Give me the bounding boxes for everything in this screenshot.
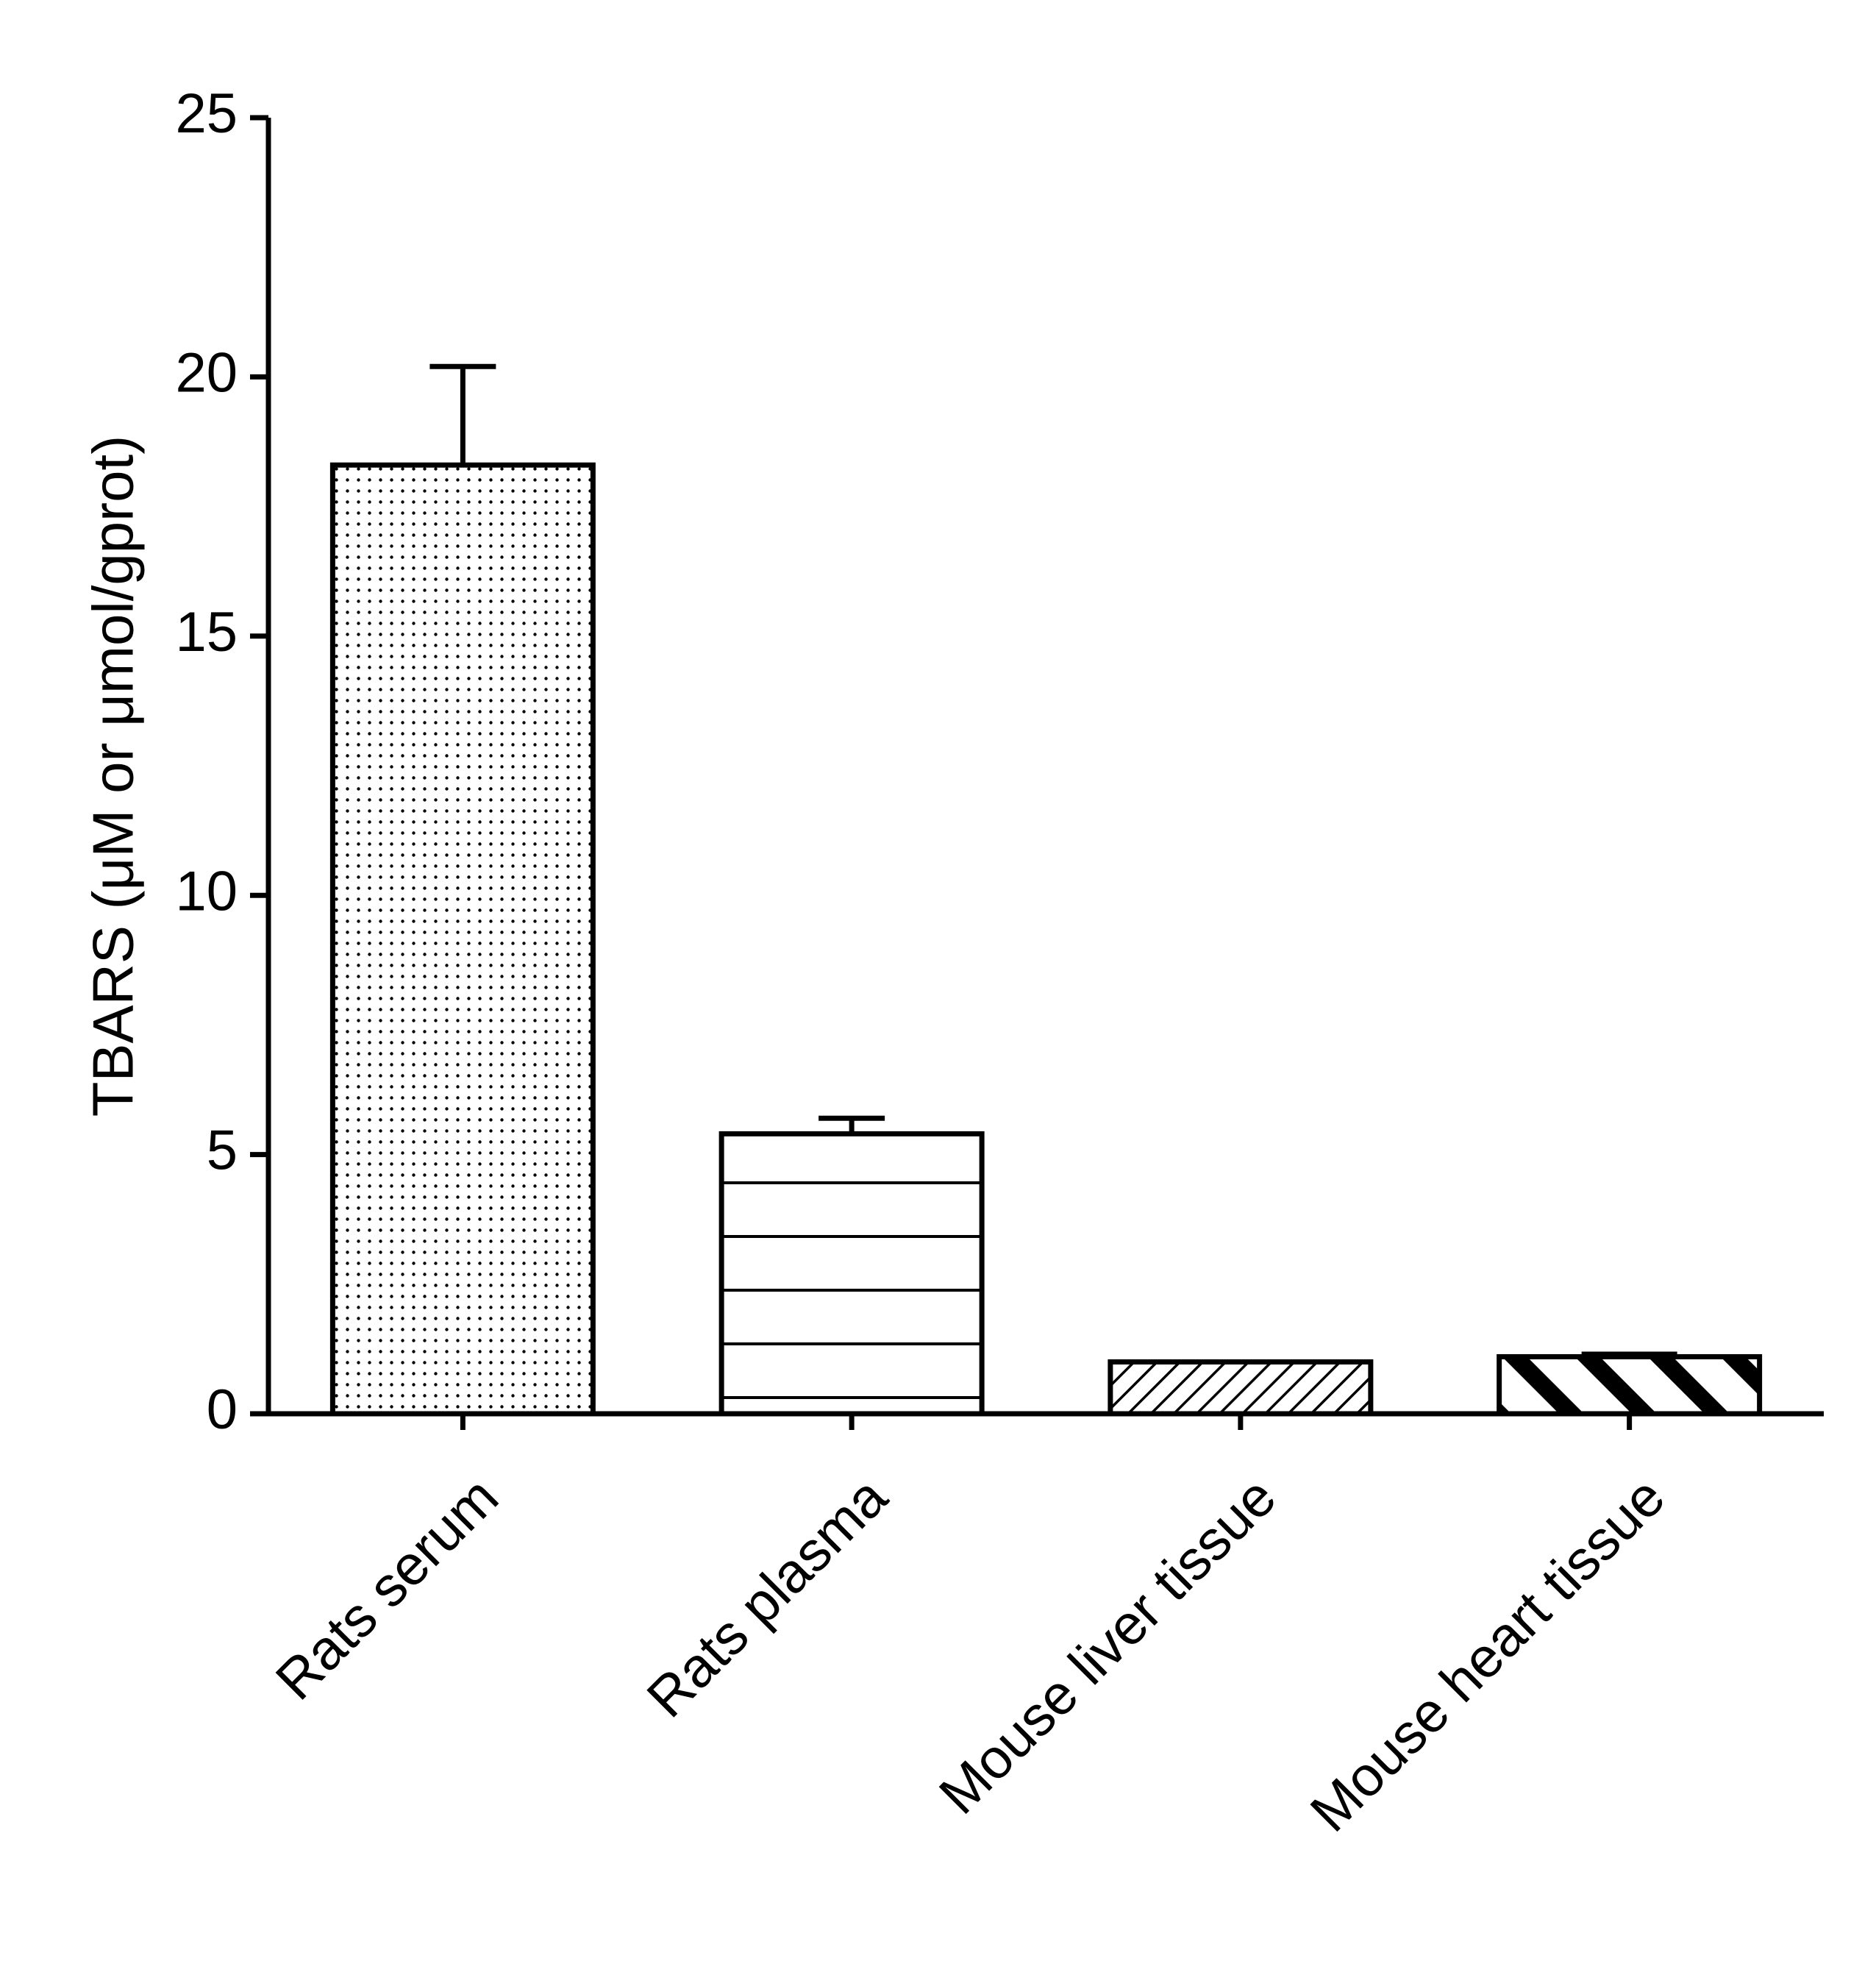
y-tick-label: 0 [207, 1378, 238, 1441]
y-tick-label: 20 [175, 341, 238, 404]
y-tick-label: 15 [175, 601, 238, 663]
x-axis-labels: Rats serum Rats plasma Mouse liver tissue M… [264, 1465, 1677, 1844]
x-category-label: Rats serum [264, 1465, 510, 1712]
y-tick-label: 10 [175, 860, 238, 922]
bars-group [329, 462, 1763, 1417]
x-category-label: Mouse liver tissue [927, 1465, 1288, 1826]
y-axis-title: TBARS (μM or μmol/gprot) [81, 435, 146, 1117]
bar-mouse-heart-tissue [1497, 1353, 1763, 1417]
x-category-label: Rats plasma [635, 1465, 899, 1729]
error-bars-group [429, 363, 1677, 1357]
y-axis-ticks: 0 5 10 15 20 25 [175, 82, 268, 1441]
y-tick-label: 25 [175, 82, 238, 145]
bar-rats-serum [329, 462, 596, 1417]
x-category-label: Mouse heart tissue [1299, 1465, 1677, 1843]
bar-rats-plasma [718, 1131, 985, 1417]
y-tick-label: 5 [207, 1120, 238, 1182]
bar-mouse-liver-tissue [1108, 1359, 1374, 1417]
x-axis-ticks [460, 1414, 1633, 1430]
